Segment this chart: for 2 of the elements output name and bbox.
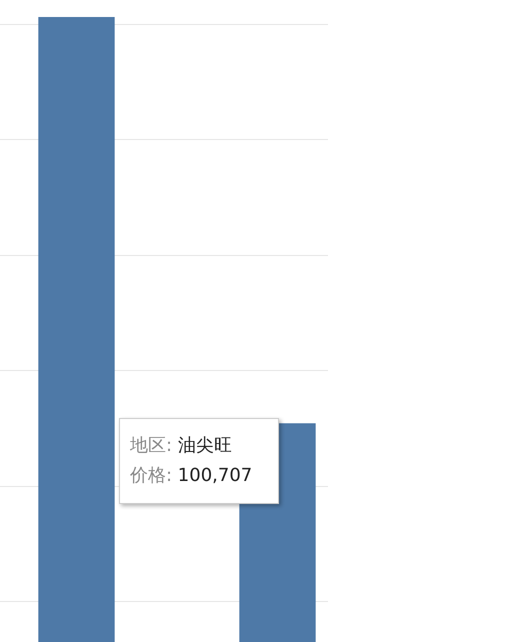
annotation: 地区: 油尖旺 [130, 435, 232, 456]
annotation: 价格: 100,707 [130, 465, 252, 486]
